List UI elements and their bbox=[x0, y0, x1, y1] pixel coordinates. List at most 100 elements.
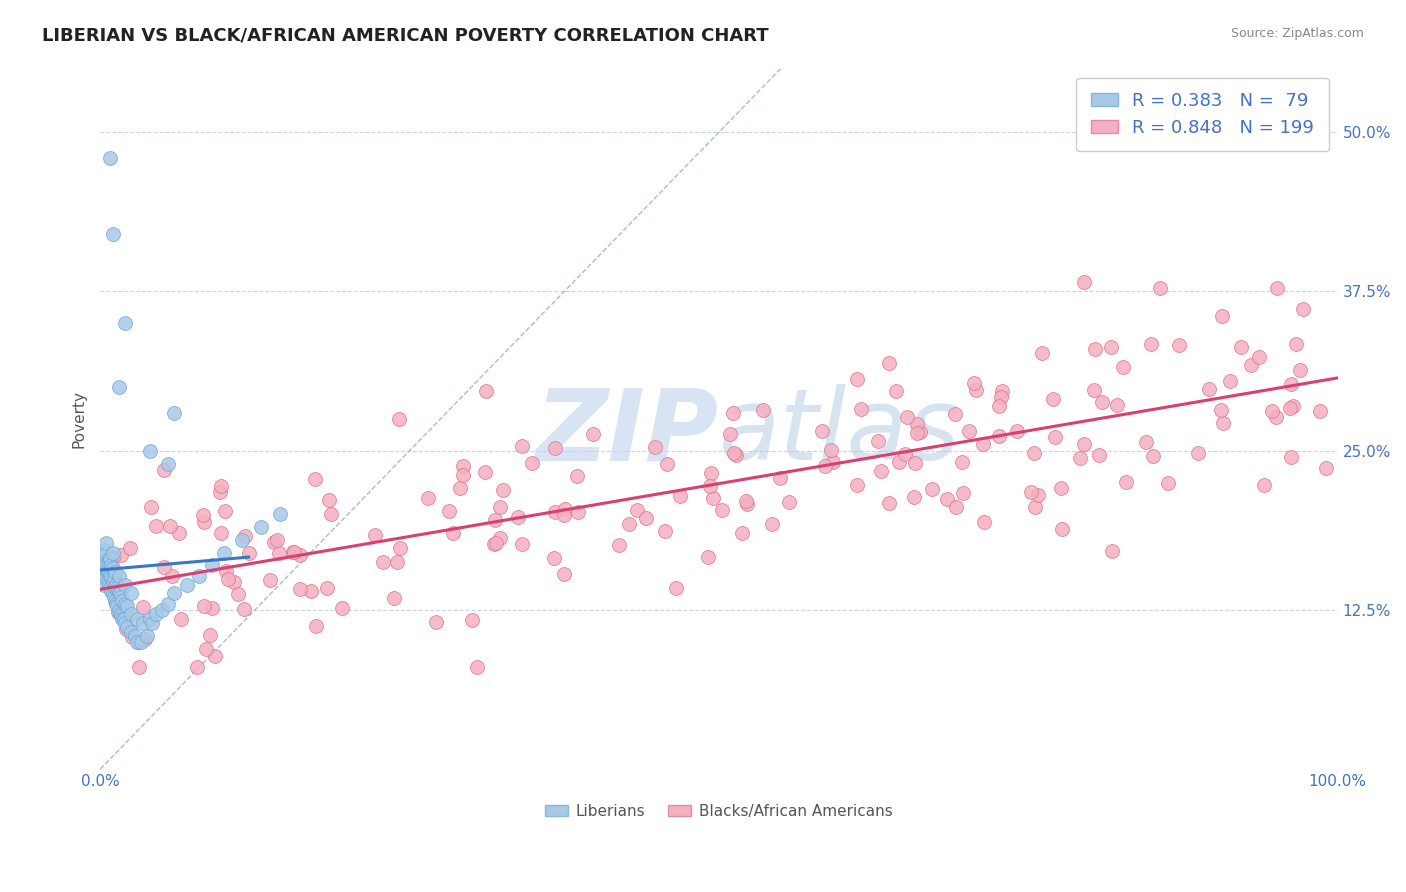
Point bbox=[1315, 460, 1337, 475]
Point bbox=[699, 479, 721, 493]
Point bbox=[105, 597, 128, 611]
Point bbox=[330, 601, 353, 615]
Point bbox=[388, 541, 411, 556]
Point bbox=[1112, 359, 1135, 374]
Point bbox=[1031, 346, 1053, 360]
Point bbox=[482, 537, 505, 551]
Point bbox=[112, 612, 135, 626]
Point bbox=[163, 586, 186, 600]
Point bbox=[851, 401, 873, 416]
Point bbox=[288, 582, 311, 596]
Point bbox=[893, 447, 915, 461]
Point bbox=[121, 630, 143, 644]
Point bbox=[288, 548, 311, 562]
Point bbox=[887, 455, 910, 469]
Point bbox=[903, 490, 925, 504]
Point bbox=[124, 628, 146, 642]
Point bbox=[373, 555, 395, 569]
Point bbox=[101, 586, 124, 600]
Point bbox=[1309, 404, 1331, 418]
Point bbox=[987, 429, 1010, 443]
Point bbox=[1043, 430, 1066, 444]
Point bbox=[98, 552, 121, 566]
Point bbox=[100, 571, 122, 585]
Point bbox=[868, 434, 890, 448]
Point bbox=[198, 628, 221, 642]
Point bbox=[811, 424, 834, 438]
Point bbox=[1187, 446, 1209, 460]
Point bbox=[382, 591, 405, 605]
Point bbox=[1140, 337, 1163, 351]
Point bbox=[437, 504, 460, 518]
Point bbox=[263, 534, 285, 549]
Point bbox=[723, 446, 745, 460]
Point bbox=[884, 384, 907, 398]
Point bbox=[1019, 485, 1042, 500]
Point bbox=[451, 467, 474, 482]
Point bbox=[194, 641, 217, 656]
Point bbox=[114, 597, 136, 611]
Point bbox=[107, 606, 129, 620]
Point bbox=[388, 411, 411, 425]
Point bbox=[269, 546, 291, 560]
Point bbox=[1240, 358, 1263, 372]
Point bbox=[905, 417, 928, 431]
Point bbox=[665, 581, 688, 595]
Point bbox=[1253, 477, 1275, 491]
Point bbox=[201, 601, 224, 615]
Point bbox=[153, 560, 176, 574]
Point bbox=[846, 478, 869, 492]
Point bbox=[700, 466, 723, 480]
Point bbox=[609, 538, 631, 552]
Point bbox=[226, 586, 249, 600]
Point bbox=[127, 612, 149, 626]
Point bbox=[96, 535, 118, 549]
Point bbox=[114, 577, 136, 591]
Point bbox=[100, 583, 122, 598]
Point bbox=[543, 550, 565, 565]
Point bbox=[1281, 399, 1303, 413]
Point bbox=[114, 615, 136, 630]
Point bbox=[957, 424, 980, 438]
Point bbox=[1211, 309, 1233, 323]
Point bbox=[134, 632, 156, 646]
Point bbox=[153, 463, 176, 477]
Point bbox=[104, 594, 127, 608]
Point bbox=[107, 380, 129, 394]
Point bbox=[167, 526, 190, 541]
Point bbox=[1087, 448, 1109, 462]
Point bbox=[761, 516, 783, 531]
Point bbox=[987, 399, 1010, 413]
Point bbox=[820, 442, 842, 457]
Point bbox=[1209, 402, 1232, 417]
Point bbox=[1050, 522, 1073, 536]
Point bbox=[176, 577, 198, 591]
Point bbox=[896, 409, 918, 424]
Point bbox=[846, 372, 869, 386]
Point bbox=[877, 496, 900, 510]
Point bbox=[111, 594, 134, 608]
Point bbox=[1083, 383, 1105, 397]
Point bbox=[950, 455, 973, 469]
Point bbox=[485, 535, 508, 549]
Point bbox=[945, 500, 967, 514]
Point bbox=[120, 541, 142, 556]
Point bbox=[103, 571, 125, 585]
Point bbox=[231, 533, 253, 547]
Point bbox=[91, 565, 114, 579]
Point bbox=[103, 591, 125, 605]
Point bbox=[259, 574, 281, 588]
Point bbox=[823, 454, 845, 468]
Point bbox=[266, 533, 288, 547]
Point bbox=[98, 568, 121, 582]
Point bbox=[554, 502, 576, 516]
Point bbox=[1157, 475, 1180, 490]
Point bbox=[626, 502, 648, 516]
Point bbox=[1091, 395, 1114, 409]
Point bbox=[1230, 340, 1253, 354]
Point bbox=[752, 402, 775, 417]
Point bbox=[657, 457, 679, 471]
Point bbox=[145, 607, 167, 621]
Point bbox=[94, 543, 117, 558]
Point bbox=[110, 591, 132, 605]
